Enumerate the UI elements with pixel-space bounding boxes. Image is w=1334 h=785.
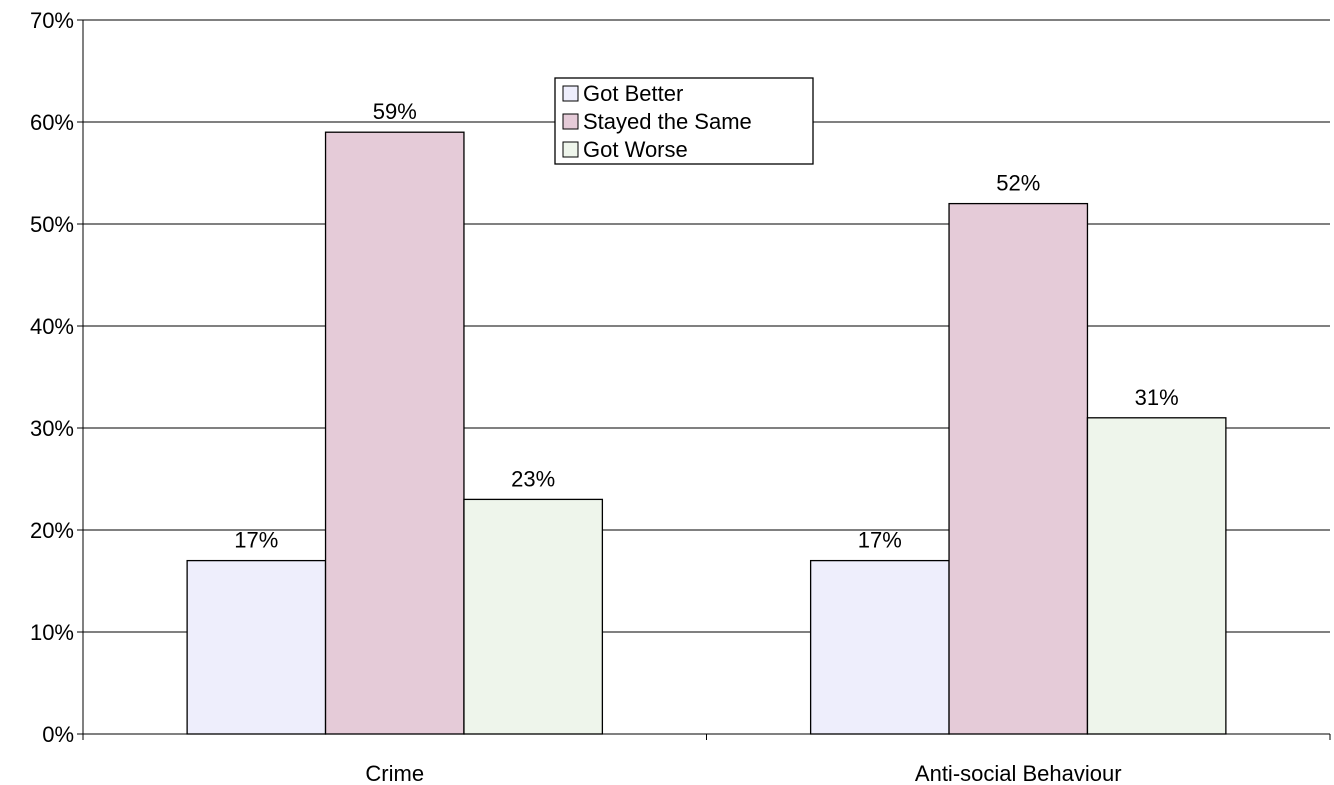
y-tick-label: 40% xyxy=(30,314,74,339)
y-tick-label: 0% xyxy=(42,722,74,747)
bar xyxy=(1086,417,1227,735)
y-tick-label: 50% xyxy=(30,212,74,237)
data-label: 23% xyxy=(511,466,555,491)
x-tick-label: Crime xyxy=(365,761,424,785)
x-tick-label: Anti-social Behaviour xyxy=(915,761,1122,785)
bar xyxy=(324,131,465,735)
legend-swatch xyxy=(562,85,579,102)
bar xyxy=(186,559,327,735)
y-tick-label: 60% xyxy=(30,110,74,135)
legend-label: Got Better xyxy=(583,81,683,106)
x-axis-category-labels: Crime Anti-social Behaviour xyxy=(365,761,1121,785)
legend-swatch xyxy=(562,141,579,158)
legend-label: Stayed the Same xyxy=(583,109,752,134)
bars xyxy=(186,131,1227,735)
data-label: 17% xyxy=(858,528,902,553)
data-label: 17% xyxy=(234,528,278,553)
data-label: 31% xyxy=(1135,385,1179,410)
bar xyxy=(809,559,950,735)
y-tick-label: 10% xyxy=(30,620,74,645)
data-label: 59% xyxy=(373,99,417,124)
y-tick-label: 70% xyxy=(30,8,74,33)
y-tick-label: 20% xyxy=(30,518,74,543)
legend-swatch xyxy=(562,113,579,130)
bar xyxy=(463,498,604,735)
axes xyxy=(82,20,1331,740)
legend: Got Better Stayed the Same Got Worse xyxy=(554,77,814,165)
data-label: 52% xyxy=(996,171,1040,196)
y-tick-label: 30% xyxy=(30,416,74,441)
bar xyxy=(948,202,1089,735)
legend-box xyxy=(554,77,814,165)
data-labels: 17% 59% 23% 17% 52% 31% xyxy=(234,99,1178,552)
legend-label: Got Worse xyxy=(583,137,688,162)
y-axis-ticks: 0% 10% 20% 30% 40% 50% 60% 70% xyxy=(30,8,83,747)
